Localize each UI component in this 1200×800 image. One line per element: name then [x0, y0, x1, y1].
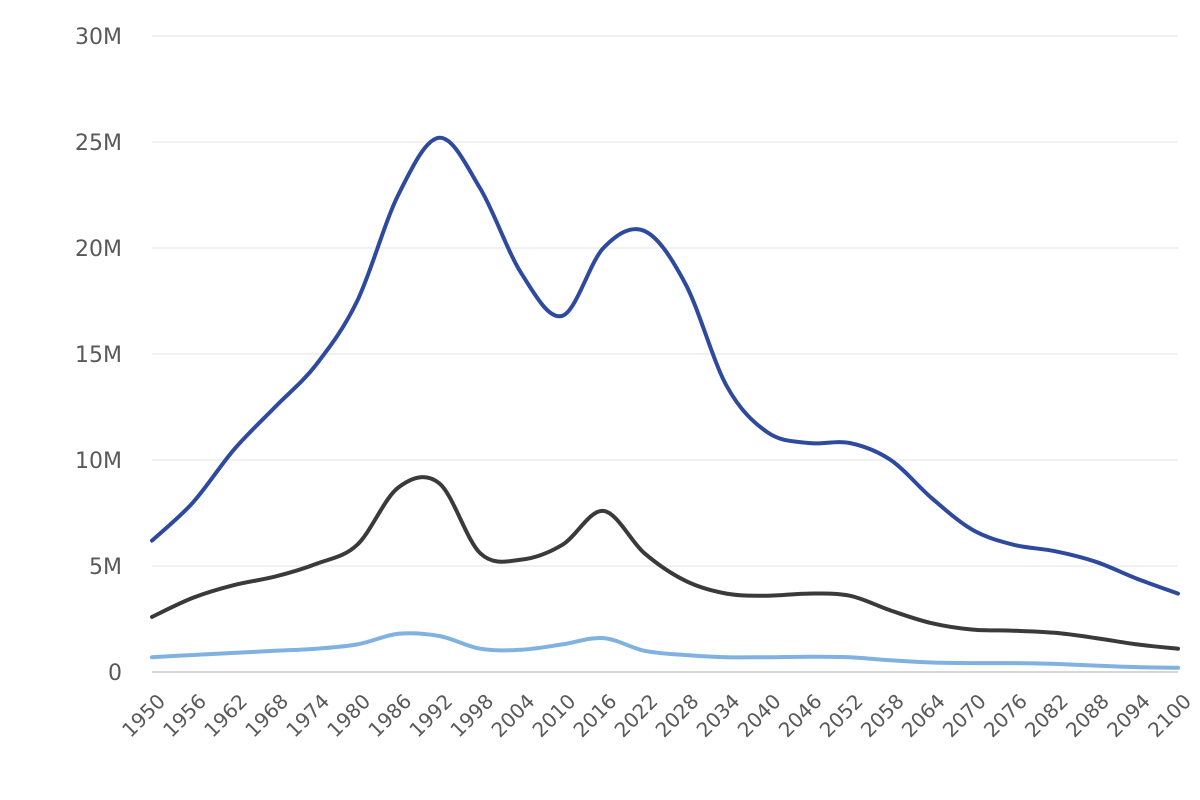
series-lines	[150, 135, 1180, 670]
y-tick-label: 0	[108, 661, 122, 686]
x-axis: 1950195619621968197419801986199219982004…	[117, 689, 1196, 742]
x-tick-label: 1998	[445, 689, 498, 742]
x-tick-label: 2004	[486, 689, 539, 742]
x-tick-label: 2052	[815, 689, 868, 742]
series-line-light-blue	[150, 631, 1180, 670]
y-tick-label: 15M	[75, 343, 122, 368]
x-tick-label: 1992	[404, 689, 457, 742]
y-tick-label: 10M	[75, 449, 122, 474]
y-tick-label: 20M	[75, 237, 122, 262]
series-line-dark-gray	[150, 475, 1180, 651]
x-tick-label: 2088	[1061, 689, 1114, 742]
x-tick-label: 1986	[363, 689, 416, 742]
x-tick-label: 2064	[897, 689, 950, 742]
x-tick-label: 1974	[281, 689, 334, 742]
x-tick-label: 1956	[158, 689, 211, 742]
x-tick-label: 2046	[774, 689, 827, 742]
x-tick-label: 2058	[856, 689, 909, 742]
x-tick-label: 1968	[240, 689, 293, 742]
x-tick-label: 2094	[1102, 689, 1155, 742]
x-tick-label: 2082	[1020, 689, 1073, 742]
gridlines	[152, 35, 1178, 673]
y-tick-label: 5M	[89, 555, 122, 580]
x-tick-label: 2028	[651, 689, 704, 742]
x-tick-label: 2022	[610, 689, 663, 742]
y-axis: 0 5M 10M 15M 20M 25M 30M	[75, 25, 122, 686]
x-tick-label: 2040	[733, 689, 786, 742]
x-tick-label: 2034	[692, 689, 745, 742]
x-tick-label: 2070	[938, 689, 991, 742]
x-tick-label: 2076	[979, 689, 1032, 742]
x-tick-label: 2100	[1143, 689, 1196, 742]
y-tick-label: 30M	[75, 25, 122, 50]
x-tick-label: 2010	[527, 689, 580, 742]
x-tick-label: 1980	[322, 689, 375, 742]
y-tick-label: 25M	[75, 131, 122, 156]
x-tick-label: 1950	[117, 689, 170, 742]
series-line-dark-blue	[150, 135, 1180, 596]
x-tick-label: 2016	[568, 689, 621, 742]
x-tick-label: 1962	[199, 689, 252, 742]
